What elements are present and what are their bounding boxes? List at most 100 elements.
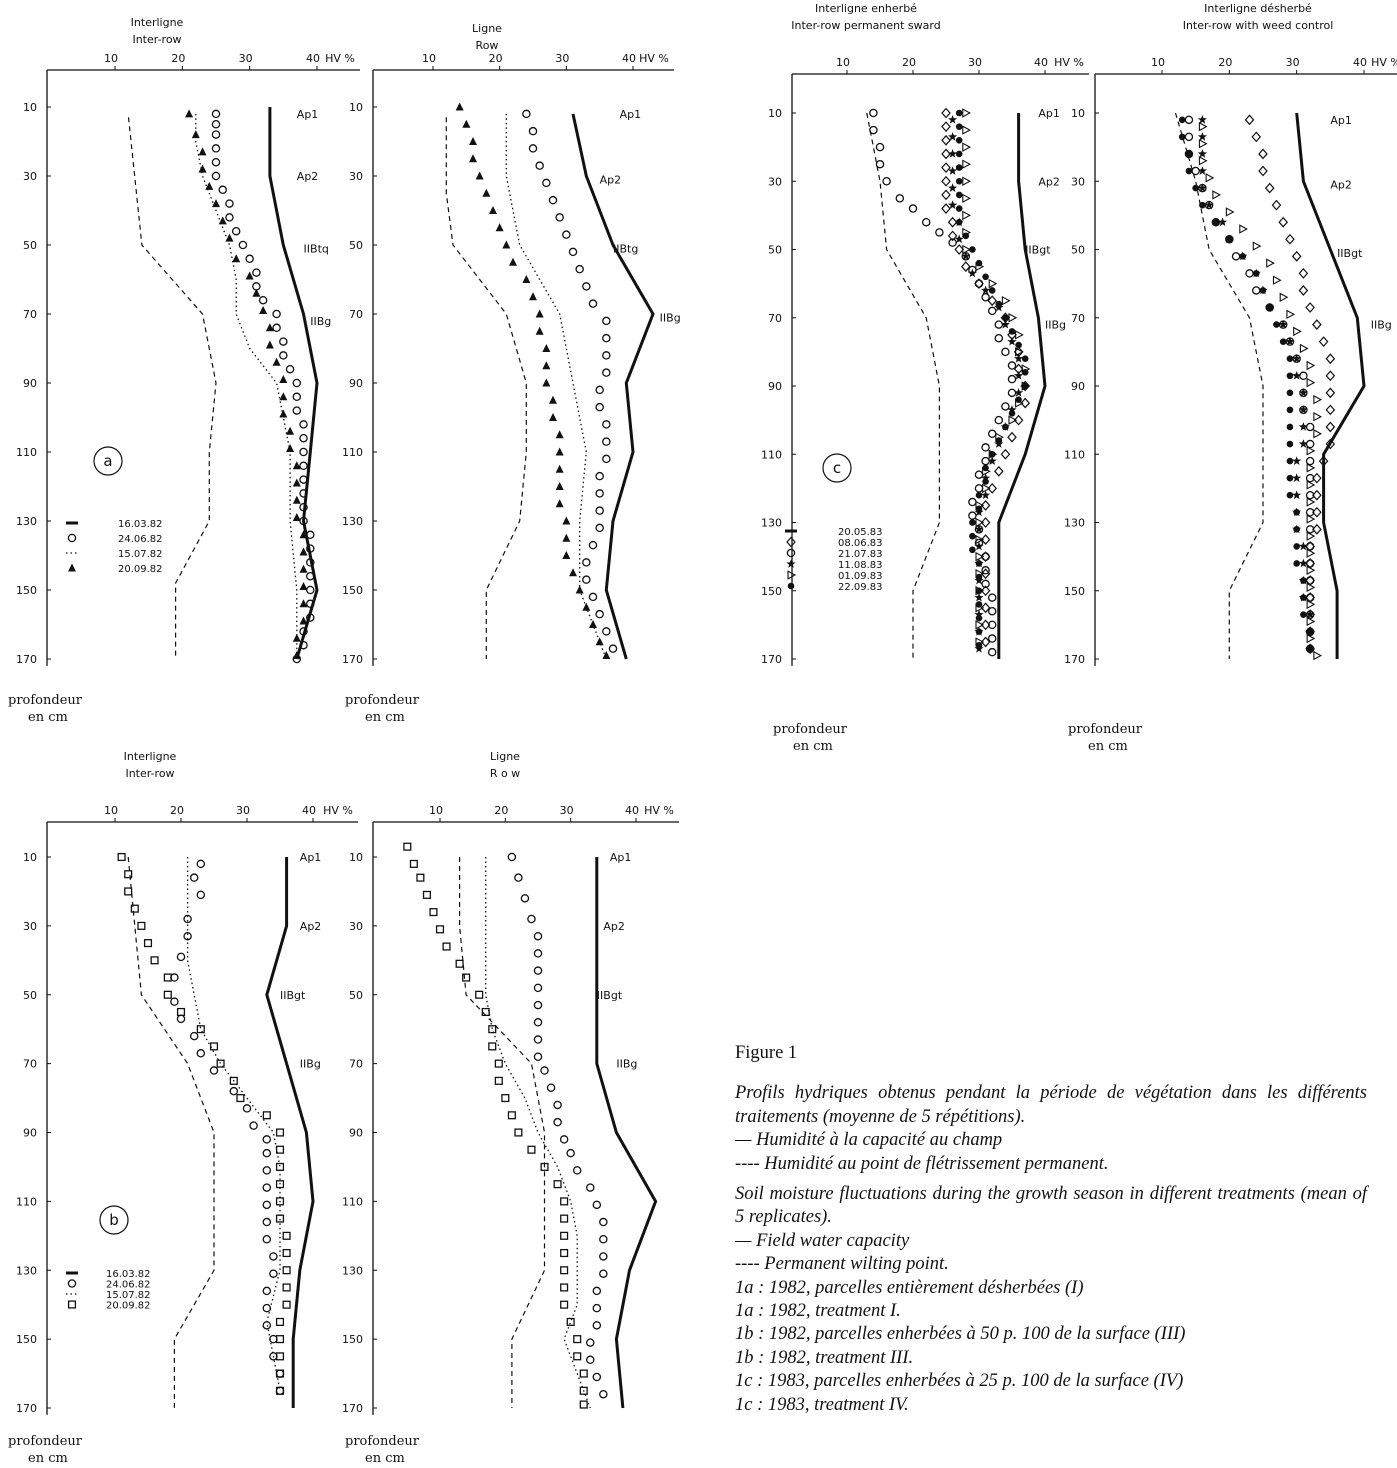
data-point xyxy=(1225,207,1235,217)
data-point xyxy=(599,1269,608,1278)
data-point xyxy=(994,333,1004,343)
data-point xyxy=(941,189,951,201)
data-point xyxy=(306,599,315,609)
data-point xyxy=(595,523,604,533)
data-point xyxy=(974,484,984,493)
data-point xyxy=(1198,121,1208,132)
data-point xyxy=(252,268,261,277)
data-point xyxy=(1244,114,1255,126)
data-point xyxy=(608,644,618,653)
data-point xyxy=(981,566,990,575)
y-tick-label: 50 xyxy=(23,989,37,1002)
horizon-label: Ap1 xyxy=(1038,107,1060,120)
data-point xyxy=(869,125,878,135)
data-point xyxy=(292,495,301,504)
data-point xyxy=(602,316,611,326)
data-point xyxy=(422,890,431,899)
data-point xyxy=(1306,360,1316,371)
data-point xyxy=(212,199,220,208)
data-point xyxy=(981,443,990,452)
y-tick-label: 50 xyxy=(1071,244,1085,257)
y-tick-label: 110 xyxy=(1064,448,1085,461)
data-point xyxy=(1318,336,1329,348)
data-point xyxy=(533,983,543,993)
data-point xyxy=(211,157,221,167)
data-point xyxy=(1185,167,1193,175)
data-point xyxy=(1278,319,1288,329)
data-point xyxy=(1266,258,1275,268)
series-line xyxy=(997,113,1047,659)
data-point xyxy=(143,939,153,948)
data-point xyxy=(595,609,604,619)
chart-title: Interligne xyxy=(124,750,177,763)
data-point xyxy=(527,1145,536,1154)
data-point xyxy=(1231,252,1241,261)
y-tick-label: 30 xyxy=(1071,175,1085,188)
x-axis-label: HV % xyxy=(1371,56,1397,69)
data-point xyxy=(962,108,971,118)
data-point xyxy=(299,530,308,539)
caption-treatment-line: 1c : 1983, treatment IV. xyxy=(735,1394,909,1415)
data-point xyxy=(1306,628,1314,635)
data-point xyxy=(275,1128,285,1137)
y-tick-label: 130 xyxy=(1064,517,1085,530)
x-tick-label: 30 xyxy=(968,56,982,69)
data-point xyxy=(191,130,200,139)
data-point xyxy=(947,216,958,228)
data-point xyxy=(1298,439,1308,448)
y-tick-label: 170 xyxy=(16,653,37,666)
data-point xyxy=(282,1248,291,1258)
data-point xyxy=(969,246,976,253)
data-point xyxy=(130,904,139,913)
data-point xyxy=(1008,313,1018,323)
data-point xyxy=(275,1180,285,1189)
caption-french-solid: — Humidité à la capacité au champ xyxy=(735,1130,1003,1151)
data-point xyxy=(282,1266,291,1275)
legend-label: 08.06.83 xyxy=(838,538,883,549)
data-point xyxy=(595,506,604,515)
series-line xyxy=(459,857,546,1408)
data-point xyxy=(299,475,308,484)
data-point xyxy=(183,931,192,941)
y-tick-label: 10 xyxy=(1071,107,1085,120)
data-point xyxy=(562,230,571,239)
data-point xyxy=(1015,396,1022,403)
data-point xyxy=(595,402,604,412)
data-point xyxy=(1007,336,1017,346)
data-point xyxy=(592,1372,602,1382)
data-point xyxy=(1325,370,1336,382)
data-point xyxy=(462,119,471,128)
data-point xyxy=(1015,330,1024,340)
data-point xyxy=(560,1283,569,1292)
data-point xyxy=(262,1217,272,1227)
data-point xyxy=(1199,201,1206,209)
data-point xyxy=(533,1018,543,1027)
data-point xyxy=(572,1166,582,1175)
data-point xyxy=(586,1183,595,1192)
horizon-label: IIBg xyxy=(300,1058,321,1071)
data-point xyxy=(602,627,611,636)
series-line xyxy=(445,117,527,659)
data-point xyxy=(948,183,958,192)
data-point xyxy=(262,1148,272,1158)
data-point xyxy=(494,1059,503,1068)
y-tick-label: 10 xyxy=(23,101,37,114)
data-point xyxy=(533,949,543,958)
horizon-label: Ap1 xyxy=(620,108,642,121)
data-point xyxy=(975,587,983,595)
data-point xyxy=(1305,456,1315,466)
data-point xyxy=(1305,302,1315,313)
data-point xyxy=(592,1321,602,1330)
data-point xyxy=(1278,216,1289,228)
chart-subtitle: R o w xyxy=(490,767,520,780)
y-axis-label: profondeur xyxy=(8,1434,83,1449)
data-point xyxy=(1184,149,1194,159)
data-point xyxy=(1007,431,1017,443)
legend-label: 24.06.82 xyxy=(106,1280,151,1291)
x-tick-label: 30 xyxy=(1286,56,1300,69)
data-point xyxy=(292,478,301,487)
data-point xyxy=(507,1111,516,1120)
data-point xyxy=(1291,250,1302,262)
data-point xyxy=(988,278,998,289)
data-point xyxy=(1306,582,1316,593)
